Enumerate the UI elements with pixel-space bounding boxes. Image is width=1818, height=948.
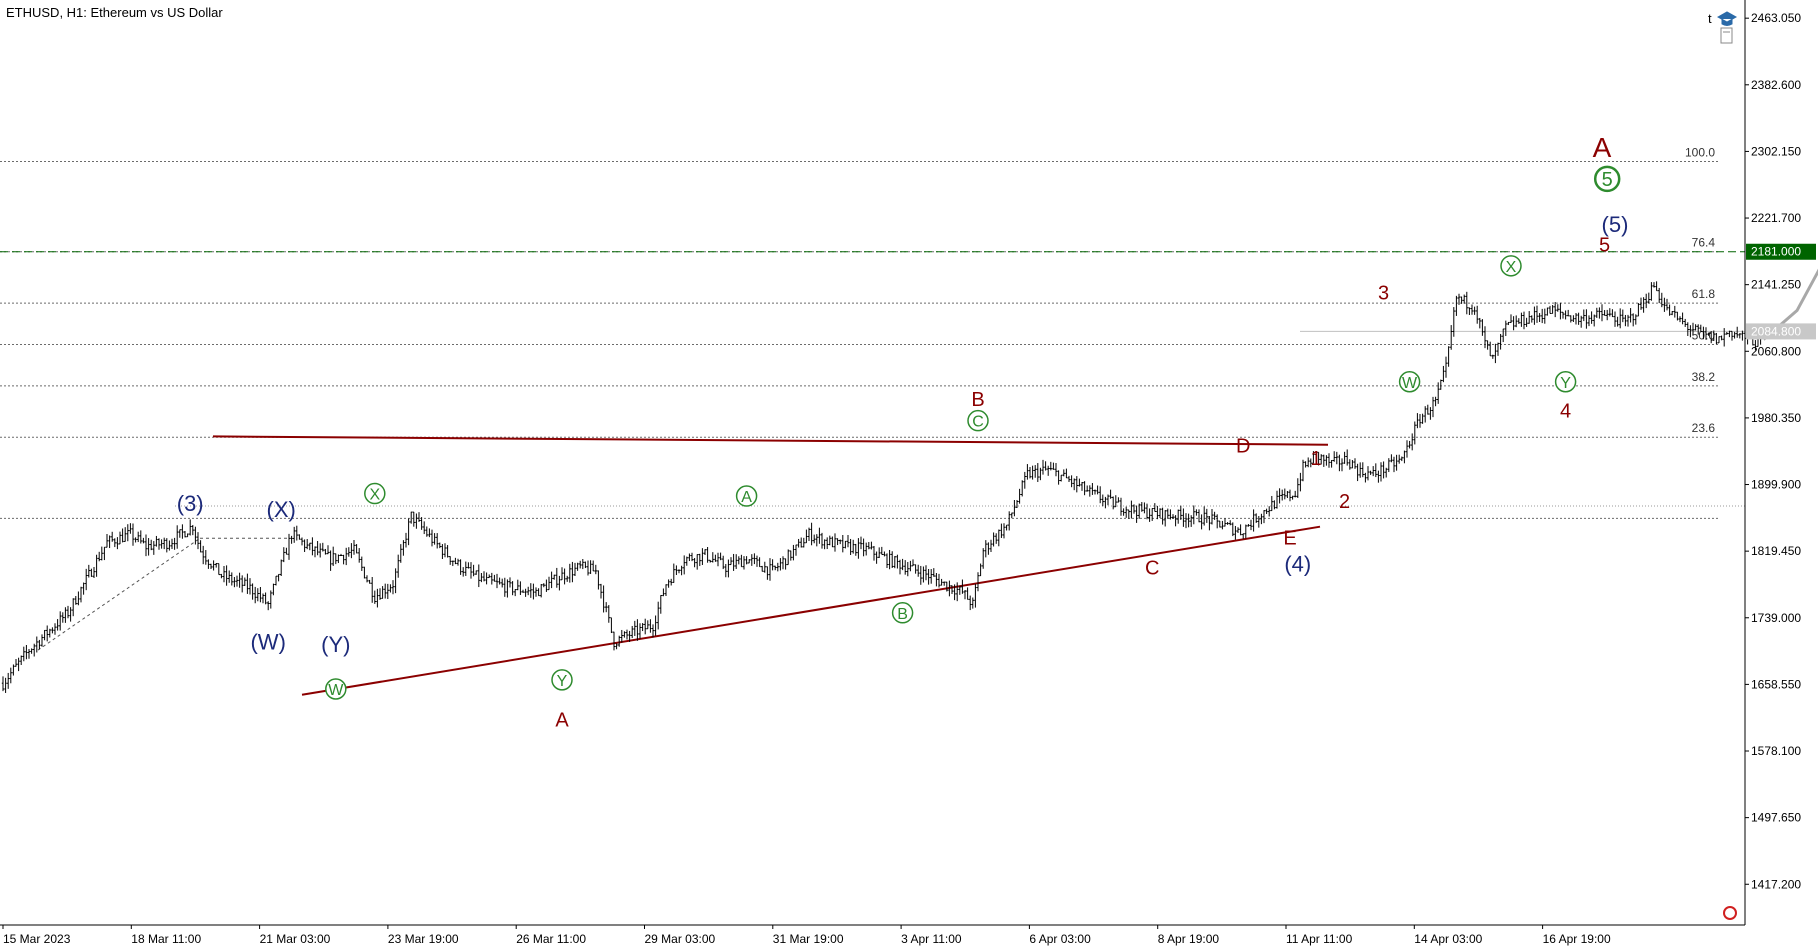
- wave-label: C: [972, 414, 984, 431]
- x-tick-label: 21 Mar 03:00: [260, 932, 331, 946]
- wave-circle: [325, 678, 347, 700]
- wave-label: A: [555, 710, 569, 732]
- wave-label: (W): [250, 629, 285, 654]
- wave-label: E: [1283, 527, 1296, 549]
- wave-circle: [891, 602, 914, 624]
- y-tick-label: 2302.150: [1751, 144, 1801, 158]
- fib-level-label: 38.2: [1692, 370, 1716, 384]
- helper-line: [37, 537, 201, 651]
- wave-label: 5: [1599, 234, 1610, 256]
- x-tick-label: 15 Mar 2023: [3, 932, 71, 946]
- y-tick-label: 2463.050: [1751, 11, 1801, 25]
- y-tick-label: 1417.200: [1751, 877, 1801, 891]
- wave-label: A: [1593, 132, 1612, 163]
- triangle-upper-line: [212, 435, 1329, 446]
- wave-label: (5): [1602, 212, 1629, 237]
- wave-circle: [735, 485, 758, 507]
- y-tick-label: 1497.650: [1751, 811, 1801, 825]
- wave-circle: [364, 482, 386, 505]
- wave-label: 2: [1339, 491, 1350, 513]
- triangle-lower-line: [301, 525, 1321, 696]
- wave-circle: [1593, 165, 1621, 193]
- current-price-box: [1746, 323, 1816, 340]
- wave-label: B: [897, 606, 908, 623]
- wave-label: (X): [267, 497, 296, 522]
- y-tick-label: 1658.550: [1751, 677, 1801, 691]
- wave-circle: [1554, 371, 1577, 393]
- target-price-box: [1746, 243, 1816, 260]
- wave-label: 5: [1602, 169, 1613, 191]
- wave-label: (4): [1284, 552, 1311, 577]
- wave-circle: [1398, 371, 1421, 393]
- wave-label: 1: [1310, 448, 1321, 470]
- wave-label: B: [971, 389, 984, 411]
- x-tick-label: 26 Mar 11:00: [516, 932, 586, 946]
- wave-label: (Y): [321, 632, 350, 657]
- x-tick-label: 11 Apr 11:00: [1286, 932, 1353, 946]
- x-tick-label: 29 Mar 03:00: [645, 932, 716, 946]
- record-icon[interactable]: [1723, 906, 1737, 920]
- y-tick-label: 2382.600: [1751, 78, 1801, 92]
- x-tick-label: 6 Apr 03:00: [1029, 932, 1091, 946]
- y-tick-label: 1739.000: [1751, 611, 1801, 625]
- fib-level-label: 23.6: [1692, 421, 1716, 435]
- y-tick-label: 2060.800: [1751, 344, 1801, 358]
- wave-label: 4: [1560, 401, 1571, 423]
- wave-label: 3: [1378, 282, 1389, 304]
- x-tick-label: 3 Apr 11:00: [901, 932, 962, 946]
- target-price-label: 2181.000: [1751, 245, 1801, 259]
- wave-label: X: [1506, 259, 1517, 276]
- wave-label: D: [1236, 436, 1250, 458]
- target-price-line: [0, 251, 1745, 332]
- wave-label: Y: [557, 673, 568, 690]
- trade-panel-icon[interactable]: [1720, 27, 1733, 44]
- wave-circle: [1500, 255, 1522, 277]
- wave-label: Y: [1560, 375, 1571, 392]
- current-price-label: 2084.800: [1751, 324, 1801, 338]
- x-tick-label: 18 Mar 11:00: [131, 932, 201, 946]
- wave-label: (3): [177, 491, 204, 516]
- wave-label: X: [369, 487, 380, 504]
- x-tick-label: 8 Apr 19:00: [1158, 932, 1220, 946]
- x-tick-label: 31 Mar 19:00: [773, 932, 844, 946]
- wave-label: C: [1145, 557, 1159, 579]
- x-tick-label: 14 Apr 03:00: [1414, 932, 1482, 946]
- wave-circle: [967, 409, 989, 432]
- chart-title: ETHUSD, H1: Ethereum vs US Dollar: [6, 5, 223, 20]
- x-tick-label: 23 Mar 19:00: [388, 932, 459, 946]
- fib-level-label: 61.8: [1692, 287, 1716, 301]
- y-tick-label: 1980.350: [1751, 411, 1801, 425]
- y-tick-label: 2221.700: [1751, 211, 1801, 225]
- x-tick-label: 16 Apr 19:00: [1543, 932, 1611, 946]
- fib-level-label: 76.4: [1692, 236, 1716, 250]
- graduation-cap-icon[interactable]: [1716, 11, 1738, 26]
- y-tick-label: 1819.450: [1751, 544, 1801, 558]
- wave-label: W: [1402, 375, 1418, 392]
- wave-circle: [551, 669, 573, 691]
- y-tick-label: 1899.900: [1751, 478, 1801, 492]
- toolbar-icons: t: [1708, 11, 1738, 44]
- triangle-lines: [37, 435, 1329, 696]
- y-tick-label: 1578.100: [1751, 744, 1801, 758]
- price-candles: [1, 268, 1818, 693]
- y-tick-label: 2141.250: [1751, 278, 1801, 292]
- toolbar-t-icon[interactable]: t: [1708, 11, 1712, 26]
- fib-level-label: 100.0: [1685, 145, 1715, 159]
- wave-label: W: [328, 682, 344, 699]
- wave-label: A: [741, 489, 752, 506]
